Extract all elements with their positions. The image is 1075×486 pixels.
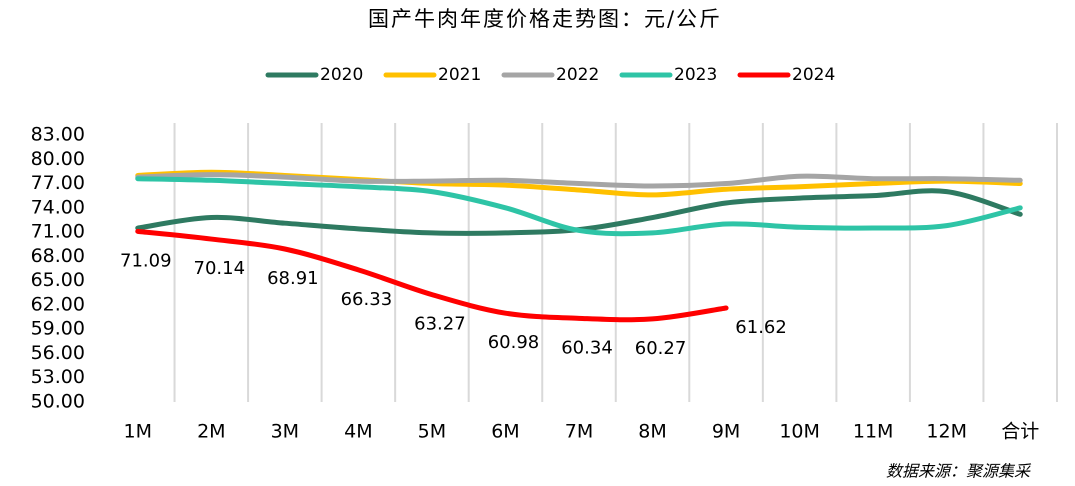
x-tick-label: 4M bbox=[344, 421, 372, 443]
source: 数据来源：聚源集采 bbox=[886, 462, 1032, 481]
y-tick-label: 71.00 bbox=[31, 221, 85, 243]
series-line bbox=[135, 172, 1023, 189]
x-tick-label: 2M bbox=[197, 421, 225, 443]
data-label: 60.98 bbox=[488, 332, 540, 353]
y-tick-label: 56.00 bbox=[31, 342, 85, 364]
y-tick-label: 74.00 bbox=[31, 196, 85, 218]
x-tick-label: 11M bbox=[853, 421, 894, 443]
legend-label: 2024 bbox=[792, 65, 835, 85]
x-tick-label: 9M bbox=[712, 421, 740, 443]
chart-title: 国产牛肉年度价格走势图：元/公斤 bbox=[368, 7, 722, 31]
series-line bbox=[135, 176, 1023, 237]
y-tick-label: 62.00 bbox=[31, 293, 85, 315]
y-tick-label: 50.00 bbox=[31, 391, 85, 413]
x-tick-label: 12M bbox=[926, 421, 967, 443]
data-label: 60.34 bbox=[561, 337, 613, 358]
y-tick-label: 83.00 bbox=[31, 124, 85, 146]
data-label: 63.27 bbox=[414, 314, 466, 335]
x-tick-label: 6M bbox=[491, 421, 519, 443]
y-tick-label: 68.00 bbox=[31, 245, 85, 267]
y-tick-label: 65.00 bbox=[31, 269, 85, 291]
data-label: 68.91 bbox=[267, 268, 319, 289]
x-tick-label: 8M bbox=[638, 421, 666, 443]
x-tick-label: 5M bbox=[418, 421, 446, 443]
y-tick-label: 77.00 bbox=[31, 172, 85, 194]
y-tick-label: 80.00 bbox=[31, 148, 85, 170]
data-label: 71.09 bbox=[120, 250, 172, 271]
y-tick-label: 53.00 bbox=[31, 366, 85, 388]
x-tick-label: 合计 bbox=[1001, 421, 1039, 443]
y-tick-label: 59.00 bbox=[31, 318, 85, 340]
series-line bbox=[135, 228, 729, 323]
x-tick-label: 10M bbox=[779, 421, 820, 443]
x-tick-label: 7M bbox=[565, 421, 593, 443]
legend-label: 2021 bbox=[438, 65, 481, 85]
data-label: 70.14 bbox=[194, 258, 246, 279]
x-tick-label: 3M bbox=[271, 421, 299, 443]
legend-label: 2023 bbox=[674, 65, 717, 85]
data-label: 60.27 bbox=[635, 338, 687, 359]
data-label: 66.33 bbox=[341, 289, 393, 310]
data-label: 61.62 bbox=[735, 317, 787, 338]
legend-label: 2022 bbox=[556, 65, 599, 85]
legend-label: 2020 bbox=[320, 65, 363, 85]
x-tick-label: 1M bbox=[124, 421, 152, 443]
